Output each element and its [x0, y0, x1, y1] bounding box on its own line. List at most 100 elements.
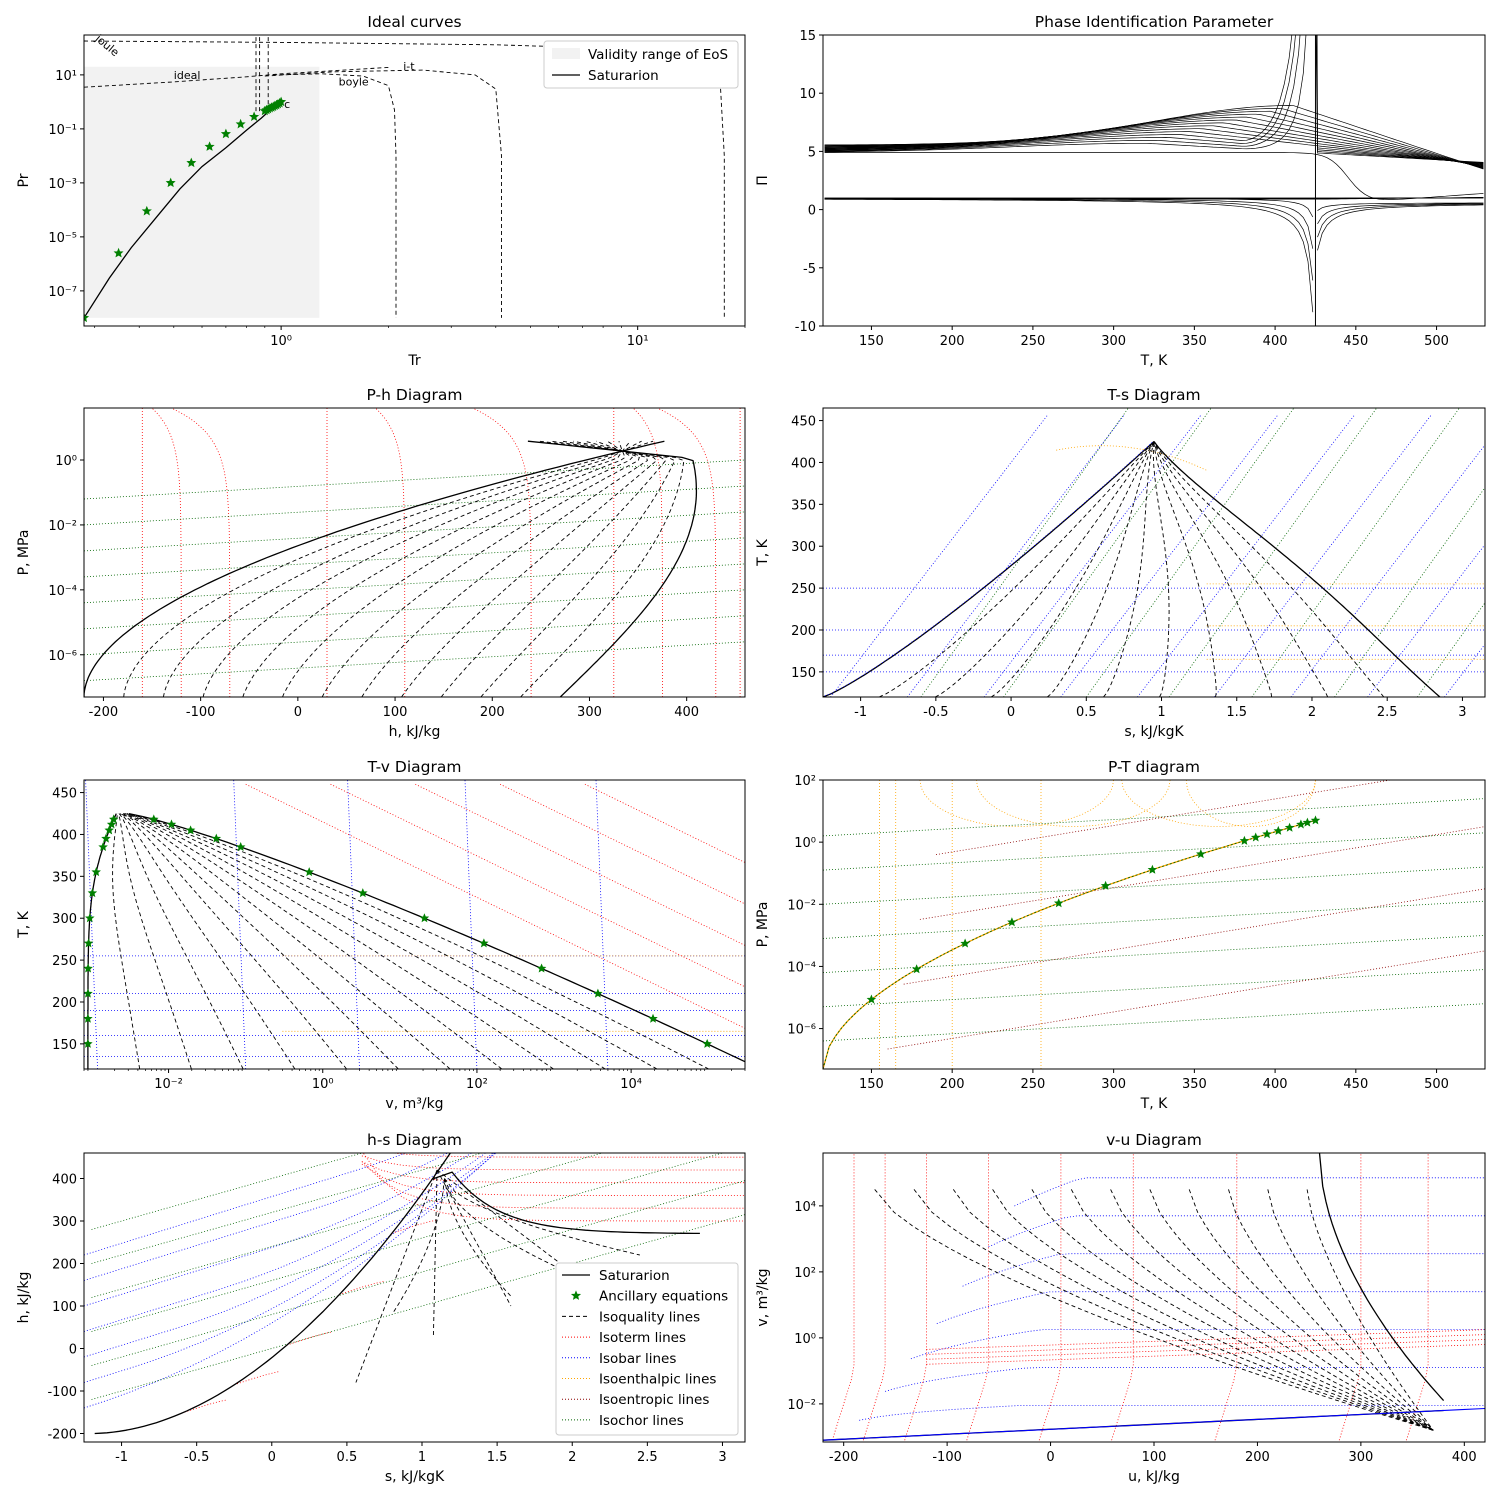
- y-tick-label: 10⁰: [794, 836, 816, 851]
- chart-title: Ideal curves: [367, 13, 461, 31]
- x-tick-label: 10⁰: [312, 1077, 334, 1092]
- ancillary-marker: [648, 1013, 658, 1023]
- saturation-vapor: [1153, 441, 1441, 697]
- isoquality-line: [1228, 1189, 1434, 1431]
- x-tick-label: 2.5: [637, 1450, 658, 1465]
- y-tick-label: 10⁻⁶: [48, 649, 77, 664]
- legend-label: Isoentropic lines: [599, 1392, 709, 1408]
- ancillary-marker: [84, 1038, 93, 1048]
- ancillary-marker: [276, 96, 287, 107]
- ancillary-marker: [960, 938, 970, 948]
- y-tick-label: 10⁻⁷: [48, 285, 77, 300]
- ancillary-marker: [186, 157, 197, 168]
- isotherm-line: [171, 408, 231, 697]
- ancillary-marker: [106, 819, 117, 829]
- ancillary-marker: [1007, 917, 1017, 927]
- legend-box: [543, 40, 739, 89]
- x-axis-label: T, K: [1140, 353, 1168, 369]
- axes-frame: [822, 34, 1486, 327]
- isotherm-line: [361, 1155, 745, 1171]
- isoquality-line: [520, 440, 685, 697]
- isobar-line: [906, 415, 1125, 697]
- isobar-line: [464, 780, 478, 1069]
- isoquality-line: [436, 1169, 589, 1286]
- isochor-line: [823, 969, 1485, 1008]
- saturation-vapor: [527, 440, 698, 697]
- y-tick-label: 300: [52, 912, 77, 927]
- y-tick-label: 10⁰: [55, 454, 77, 469]
- legend-label: Isoenthalpic lines: [599, 1372, 716, 1388]
- isochor-line: [1251, 408, 1460, 697]
- x-tick-label: -1: [115, 1450, 128, 1465]
- ancillary-marker: [358, 888, 368, 898]
- x-tick-label: 200: [1245, 1450, 1270, 1465]
- pip-curve: [824, 131, 1484, 165]
- ancillary-marker: [84, 963, 93, 973]
- saturation-liquid: [84, 440, 665, 697]
- isoquality-line: [123, 813, 503, 1069]
- isochor-line: [1003, 408, 1212, 697]
- y-tick-label: 10⁻³: [48, 177, 77, 192]
- x-tick-label: 450: [1343, 334, 1368, 349]
- isentropic-line: [919, 826, 1485, 920]
- saturation-vapor: [1318, 1153, 1445, 1402]
- x-tick-label: -0.5: [184, 1450, 209, 1465]
- y-tick-label: 150: [791, 666, 816, 681]
- isotherm-line: [472, 408, 532, 697]
- isoquality-line: [120, 813, 347, 1069]
- y-tick-label: -200: [47, 1428, 77, 1443]
- curve-annotation: c: [284, 98, 290, 111]
- isobar-line: [1367, 543, 1485, 697]
- isentropic-line: [887, 950, 1485, 1050]
- plot-area: [823, 408, 1485, 697]
- pip-curve: [824, 35, 1484, 164]
- isochor-line: [91, 1153, 604, 1298]
- isoenthalpic-line: [976, 780, 1171, 827]
- y-tick-label: 300: [52, 1215, 77, 1230]
- x-tick-label: 10⁴: [620, 1077, 642, 1092]
- validity-range-area: [84, 66, 320, 318]
- ideal-curve-boyle: [273, 73, 397, 318]
- isoquality-line: [126, 813, 658, 1069]
- isoquality-line: [118, 813, 244, 1069]
- isoquality-line: [282, 440, 633, 697]
- y-tick-label: 10⁰: [794, 1332, 816, 1347]
- y-tick-label: 100: [52, 1300, 77, 1315]
- x-tick-label: 1.5: [1226, 705, 1247, 720]
- x-tick-label: 200: [480, 705, 505, 720]
- ancillary-marker: [249, 111, 260, 122]
- chart-title: P-h Diagram: [367, 386, 463, 404]
- x-tick-label: 300: [577, 705, 602, 720]
- isotherm-line: [926, 1329, 1485, 1350]
- ancillary-marker: [84, 1013, 93, 1023]
- y-axis-label: P, MPa: [755, 902, 771, 948]
- pip-curve: [824, 125, 1484, 166]
- y-tick-label: 10⁻¹: [48, 123, 77, 138]
- y-tick-label: 250: [52, 954, 77, 969]
- x-tick-label: 400: [1263, 1077, 1288, 1092]
- ancillary-marker: [1310, 815, 1321, 825]
- ancillary-marker: [166, 819, 177, 829]
- ancillary-marker: [84, 938, 94, 948]
- legend-label: Saturarion: [588, 68, 659, 84]
- isochor-line: [823, 866, 1485, 905]
- isobar-line: [347, 780, 360, 1069]
- pip-curve: [824, 198, 1314, 313]
- pip-curve: [824, 35, 1484, 164]
- isoquality-line: [321, 440, 640, 697]
- isobar-line: [1213, 415, 1432, 697]
- isoquality-line: [440, 440, 667, 697]
- isotherm-line: [339, 1280, 385, 1295]
- ancillary-marker: [593, 988, 603, 998]
- legend-label: Validity range of EoS: [588, 47, 728, 63]
- isoquality-line: [361, 440, 648, 697]
- isotherm-line: [361, 1163, 745, 1196]
- isotherm-line: [330, 783, 745, 988]
- isobar-line: [1137, 415, 1355, 697]
- ancillary-marker: [1239, 835, 1250, 845]
- x-tick-label: -200: [829, 1450, 859, 1465]
- x-axis-label: u, kJ/kg: [1128, 1469, 1180, 1485]
- isoquality-line: [122, 813, 451, 1069]
- y-tick-label: 350: [52, 870, 77, 885]
- legend-box: [555, 1262, 739, 1436]
